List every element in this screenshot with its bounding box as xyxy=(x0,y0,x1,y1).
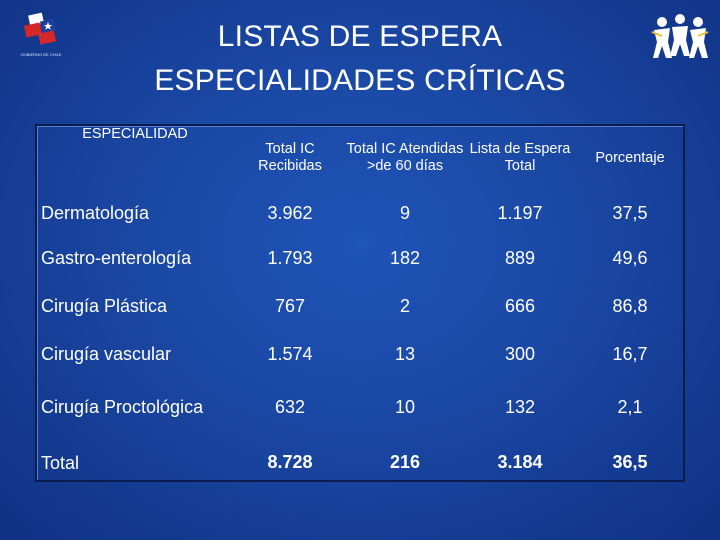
cell-especialidad: Gastro-enterología xyxy=(41,248,192,268)
cell-recibidas: 632 xyxy=(274,396,306,417)
column-header-recibidas: Total IC Recibidas xyxy=(258,141,322,174)
cell-porcentaje: 36,5 xyxy=(612,452,648,472)
waiting-list-table: ESPECIALIDAD Total IC Recibidas Total IC… xyxy=(35,124,685,498)
chile-flag-icon xyxy=(23,12,57,45)
column-header-lista: Lista de Espera Total xyxy=(469,141,571,174)
chile-government-logo: GOBIERNO DE CHILE xyxy=(10,12,72,70)
cell-porcentaje: 16,7 xyxy=(612,343,648,364)
cell-recibidas: 767 xyxy=(274,295,306,316)
cell-lista: 666 xyxy=(504,295,536,316)
cell-porcentaje: 37,5 xyxy=(612,202,648,223)
cell-especialidad: Cirugía vascular xyxy=(41,344,172,364)
column-header-porcentaje: Porcentaje xyxy=(595,149,665,166)
table-row: Cirugía Plástica 767 2 666 86,8 xyxy=(35,282,685,330)
cell-atendidas: 182 xyxy=(389,247,421,268)
table-row: Cirugía vascular 1.574 13 300 16,7 xyxy=(35,330,685,378)
cell-atendidas: 216 xyxy=(389,452,421,472)
cell-especialidad: Cirugía Proctológica xyxy=(41,397,204,417)
cell-especialidad: Cirugía Plástica xyxy=(41,296,168,316)
cell-lista: 1.197 xyxy=(497,202,543,223)
cell-recibidas: 1.574 xyxy=(267,343,313,364)
cell-recibidas: 3.962 xyxy=(267,202,313,223)
cell-especialidad: Total xyxy=(41,453,80,473)
cell-porcentaje: 49,6 xyxy=(612,247,648,268)
cell-lista: 3.184 xyxy=(497,452,543,472)
cell-lista: 889 xyxy=(504,247,536,268)
cell-especialidad: Dermatología xyxy=(41,203,150,223)
cell-atendidas: 10 xyxy=(394,396,416,417)
cell-atendidas: 13 xyxy=(394,343,416,364)
people-figures-logo xyxy=(651,14,709,58)
cell-recibidas: 1.793 xyxy=(267,247,313,268)
page-title-line1: LISTAS DE ESPERA xyxy=(217,20,503,53)
cell-porcentaje: 2,1 xyxy=(617,396,643,417)
page-title-line2: ESPECIALIDADES CRÍTICAS xyxy=(154,64,566,97)
cell-atendidas: 2 xyxy=(399,295,410,316)
cell-lista: 132 xyxy=(504,396,536,417)
column-header-especialidad: ESPECIALIDAD xyxy=(82,126,188,142)
cell-recibidas: 8.728 xyxy=(267,452,313,472)
cell-atendidas: 9 xyxy=(399,202,410,223)
cell-porcentaje: 86,8 xyxy=(612,295,648,316)
table-row: Gastro-enterología 1.793 182 889 49,6 xyxy=(35,234,685,282)
table-row: Dermatología 3.962 9 1.197 37,5 xyxy=(35,192,685,234)
table-header-row: ESPECIALIDAD Total IC Recibidas Total IC… xyxy=(35,124,685,192)
cell-lista: 300 xyxy=(504,343,536,364)
table-frame xyxy=(35,124,685,482)
table-row: Cirugía Proctológica 632 10 132 2,1 xyxy=(35,378,685,436)
logo-caption: GOBIERNO DE CHILE xyxy=(20,52,62,57)
column-header-atendidas: Total IC Atendidas >de 60 días xyxy=(346,141,464,174)
table-total-row: Total 8.728 216 3.184 36,5 xyxy=(35,436,685,498)
